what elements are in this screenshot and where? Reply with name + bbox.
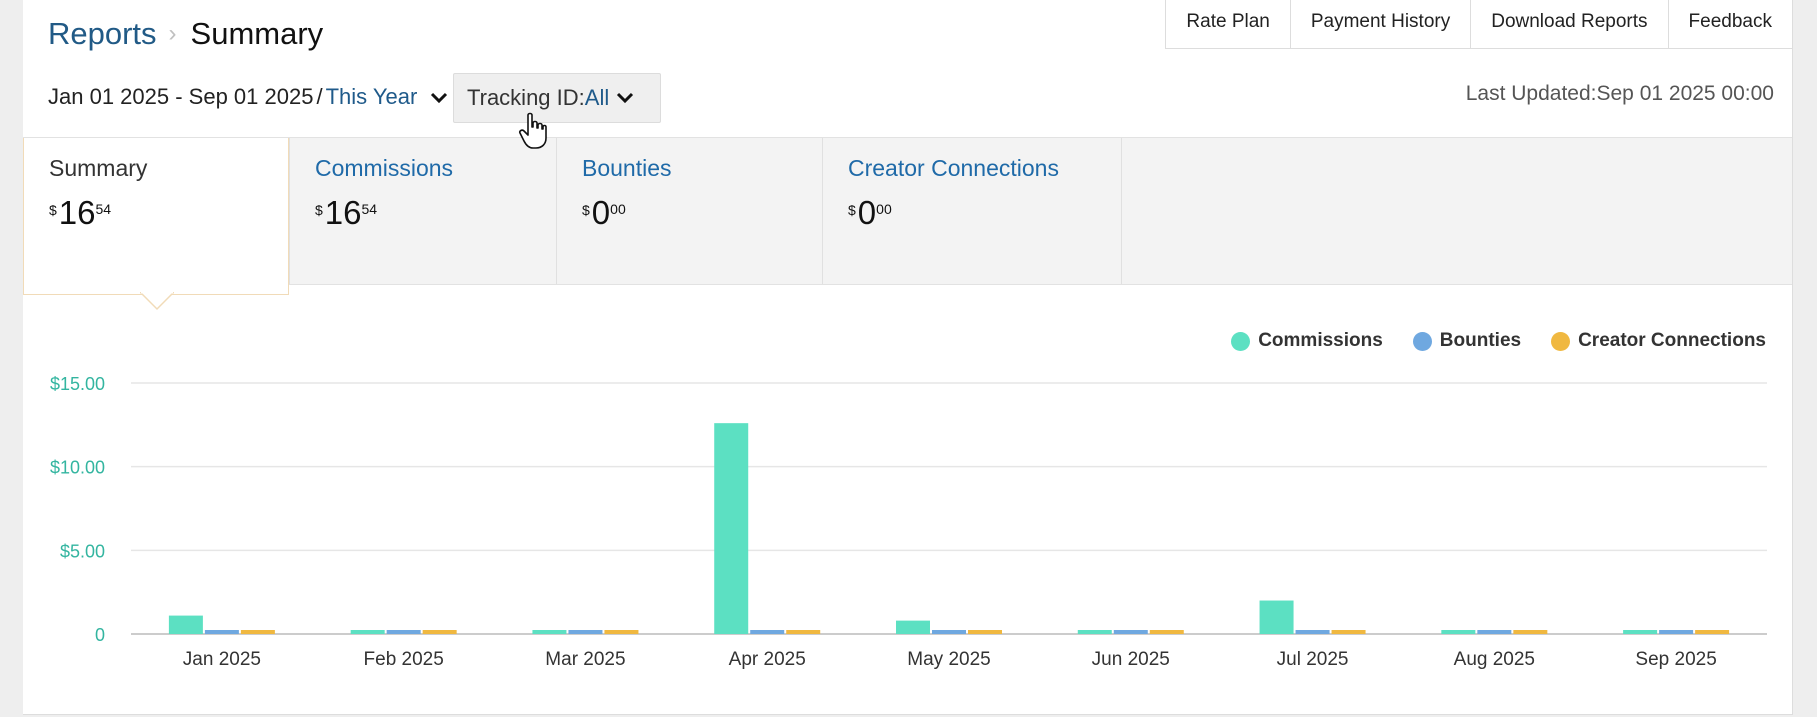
y-tick-label: $10.00: [50, 458, 105, 478]
y-tick-label: $5.00: [60, 541, 105, 561]
x-tick-label: Mar 2025: [545, 649, 625, 670]
bar-bounties: [1659, 630, 1694, 634]
bar-creator-connections: [786, 630, 821, 634]
tab-summary-amount: $ 16 54: [49, 196, 288, 230]
currency-symbol: $: [848, 202, 856, 218]
x-tick-label: May 2025: [907, 649, 990, 670]
tab-bounties-amount: $ 0 00: [582, 196, 822, 230]
bar-commissions: [896, 620, 930, 634]
bar-creator-connections: [604, 630, 639, 634]
currency-symbol: $: [582, 202, 590, 218]
bar-commissions: [532, 630, 567, 634]
legend-label: Commissions: [1258, 330, 1383, 351]
legend-dot-icon: [1231, 331, 1251, 351]
currency-symbol: $: [49, 202, 57, 218]
tab-summary-title: Summary: [49, 155, 148, 181]
legend-bounties[interactable]: Bounties: [1412, 330, 1522, 352]
download-reports-link[interactable]: Download Reports: [1471, 0, 1669, 48]
page-title: Summary: [190, 16, 324, 51]
amount-int: 16: [324, 194, 362, 231]
payment-history-link[interactable]: Payment History: [1291, 0, 1472, 48]
x-tick-label: Apr 2025: [729, 649, 806, 670]
bar-bounties: [568, 630, 603, 634]
legend-dot-icon: [1412, 331, 1432, 351]
amount-int: 16: [58, 194, 96, 231]
legend-label: Creator Connections: [1578, 330, 1766, 351]
x-tick-label: Feb 2025: [364, 649, 444, 670]
date-range-row: Jan 01 2025 - Sep 01 2025 / This Year: [48, 84, 449, 110]
bar-bounties: [204, 630, 239, 634]
hand-cursor-icon: [519, 112, 547, 149]
bar-bounties: [1113, 630, 1148, 634]
bar-bounties: [750, 630, 785, 634]
legend-label: Bounties: [1439, 330, 1522, 351]
tab-creator-connections-amount: $ 0 00: [848, 196, 1121, 230]
bar-commissions: [1259, 600, 1294, 634]
bar-creator-connections: [968, 630, 1002, 634]
tab-bounties[interactable]: Bounties $ 0 00: [556, 138, 822, 284]
amount-int: 0: [857, 194, 877, 231]
tracking-id-label: Tracking ID:: [467, 85, 585, 110]
bar-bounties: [932, 630, 966, 634]
x-tick-label: Jan 2025: [183, 649, 261, 670]
bar-commissions: [1623, 630, 1658, 634]
feedback-link[interactable]: Feedback: [1688, 11, 1772, 32]
x-tick-label: Aug 2025: [1454, 649, 1535, 670]
tab-summary[interactable]: Summary $ 16 54: [23, 138, 289, 295]
bar-bounties: [1477, 630, 1512, 634]
date-range-text: Jan 01 2025 - Sep 01 2025: [48, 84, 314, 109]
bar-bounties: [1295, 630, 1330, 634]
bar-creator-connections: [1513, 630, 1548, 634]
bar-commissions: [1441, 630, 1476, 634]
tab-creator-connections[interactable]: Creator Connections $ 0 00: [822, 138, 1122, 284]
date-range-separator: /: [316, 84, 323, 109]
bar-commissions: [714, 423, 749, 634]
x-tick-label: Jul 2025: [1277, 649, 1349, 670]
amount-dec: 00: [610, 201, 626, 217]
tracking-id-value: All: [584, 85, 610, 110]
amount-dec: 00: [876, 201, 892, 217]
tab-commissions-title: Commissions: [315, 155, 454, 181]
x-tick-label: Jun 2025: [1092, 649, 1170, 670]
tab-creator-connections-title: Creator Connections: [848, 155, 1059, 181]
active-tab-pointer: [140, 292, 174, 311]
bar-commissions: [1077, 630, 1112, 634]
currency-symbol: $: [315, 202, 323, 218]
tab-commissions[interactable]: Commissions $ 16 54: [289, 138, 556, 284]
amount-dec: 54: [361, 201, 378, 217]
legend-creator-connections[interactable]: Creator Connections: [1551, 330, 1766, 352]
bar-bounties: [386, 630, 421, 634]
tab-commissions-amount: $ 16 54: [315, 196, 556, 230]
legend-commissions[interactable]: Commissions: [1231, 330, 1383, 352]
last-updated-text: Last Updated:Sep 01 2025 00:00: [1465, 82, 1774, 105]
breadcrumb: Reports › Summary: [48, 16, 323, 52]
tracking-id-dropdown[interactable]: Tracking ID: All: [453, 73, 661, 123]
bar-creator-connections: [1149, 630, 1184, 634]
earnings-bar-chart: 0 $5.00 $10.00 $15.00 Jan 2025 Feb 2025 Mar 20…: [50, 374, 1767, 670]
amount-int: 0: [591, 194, 611, 231]
tab-bounties-title: Bounties: [582, 155, 672, 181]
y-tick-label: $15.00: [50, 374, 105, 394]
bar-creator-connections: [1695, 630, 1730, 634]
breadcrumb-separator: ›: [168, 20, 177, 47]
chevron-down-icon: [617, 92, 634, 104]
reports-panel: Reports › Summary Rate Plan Payment Hist…: [23, 0, 1793, 715]
date-preset-label: This Year: [325, 84, 418, 109]
x-tick-label: Sep 2025: [1635, 649, 1716, 670]
bar-creator-connections: [1331, 630, 1366, 634]
breadcrumb-reports-link[interactable]: Reports: [48, 16, 157, 51]
legend-dot-icon: [1551, 331, 1571, 351]
earnings-tabs: Summary $ 16 54 Commissions $ 16 54 Boun…: [23, 137, 1792, 295]
chart-legend: Commissions Bounties Creator Connections: [1231, 330, 1766, 352]
top-nav: Rate Plan Payment History Download Repor…: [1165, 0, 1792, 49]
bar-creator-connections: [422, 630, 457, 634]
bar-commissions: [350, 630, 385, 634]
bar-commissions: [168, 615, 203, 634]
date-preset-dropdown[interactable]: This Year: [326, 84, 450, 110]
chevron-down-icon: [431, 93, 448, 104]
bar-creator-connections: [240, 630, 275, 634]
y-tick-label: 0: [95, 625, 105, 645]
amount-dec: 54: [95, 201, 112, 217]
rate-plan-link[interactable]: Rate Plan: [1166, 0, 1291, 48]
